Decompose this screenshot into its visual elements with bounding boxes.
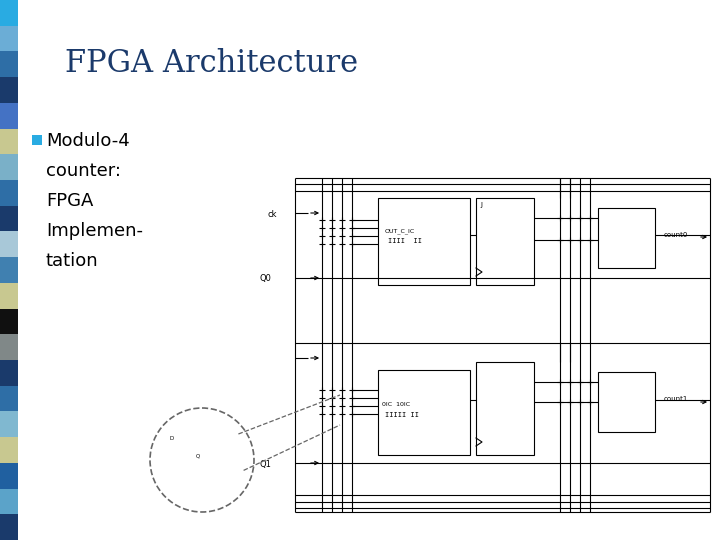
Bar <box>0 360 18 386</box>
Bar <box>0 180 18 206</box>
Bar <box>0 257 18 283</box>
Bar <box>0 463 18 489</box>
Bar <box>0 77 18 103</box>
Text: Q0: Q0 <box>260 274 272 283</box>
Text: OUT_C_IC: OUT_C_IC <box>385 228 415 234</box>
Bar <box>0 514 18 540</box>
Text: D: D <box>170 436 174 441</box>
Bar <box>0 283 18 308</box>
Bar <box>0 26 18 51</box>
Bar <box>476 362 534 455</box>
Bar <box>0 232 18 257</box>
Bar <box>598 208 655 268</box>
Text: Implemen-: Implemen- <box>46 222 143 240</box>
Bar <box>0 206 18 232</box>
Bar <box>0 334 18 360</box>
Text: count0: count0 <box>664 232 688 238</box>
Bar <box>196 456 214 472</box>
Text: Q: Q <box>196 454 200 459</box>
Bar <box>0 386 18 411</box>
Circle shape <box>150 408 254 512</box>
Text: count1: count1 <box>664 396 688 402</box>
Bar <box>598 372 655 432</box>
Bar <box>0 103 18 129</box>
Bar <box>0 154 18 180</box>
Text: FPGA Architecture: FPGA Architecture <box>65 48 358 79</box>
Bar <box>0 411 18 437</box>
Bar <box>476 198 534 285</box>
Text: tation: tation <box>46 252 99 270</box>
Bar <box>0 0 18 26</box>
Bar <box>0 308 18 334</box>
Bar <box>378 198 470 285</box>
Text: Q1: Q1 <box>260 460 272 469</box>
Text: 0IC  10IC: 0IC 10IC <box>382 402 410 407</box>
Text: IIIII II: IIIII II <box>385 412 419 418</box>
Text: Modulo-4: Modulo-4 <box>46 132 130 150</box>
Bar <box>0 489 18 514</box>
Bar <box>32 135 42 145</box>
Bar <box>0 51 18 77</box>
Text: IIII  II: IIII II <box>388 238 422 244</box>
Bar <box>0 437 18 463</box>
Text: counter:: counter: <box>46 162 121 180</box>
Text: J: J <box>480 202 482 208</box>
Text: ck: ck <box>268 210 277 219</box>
Bar <box>0 129 18 154</box>
Bar <box>378 370 470 455</box>
Text: FPGA: FPGA <box>46 192 94 210</box>
